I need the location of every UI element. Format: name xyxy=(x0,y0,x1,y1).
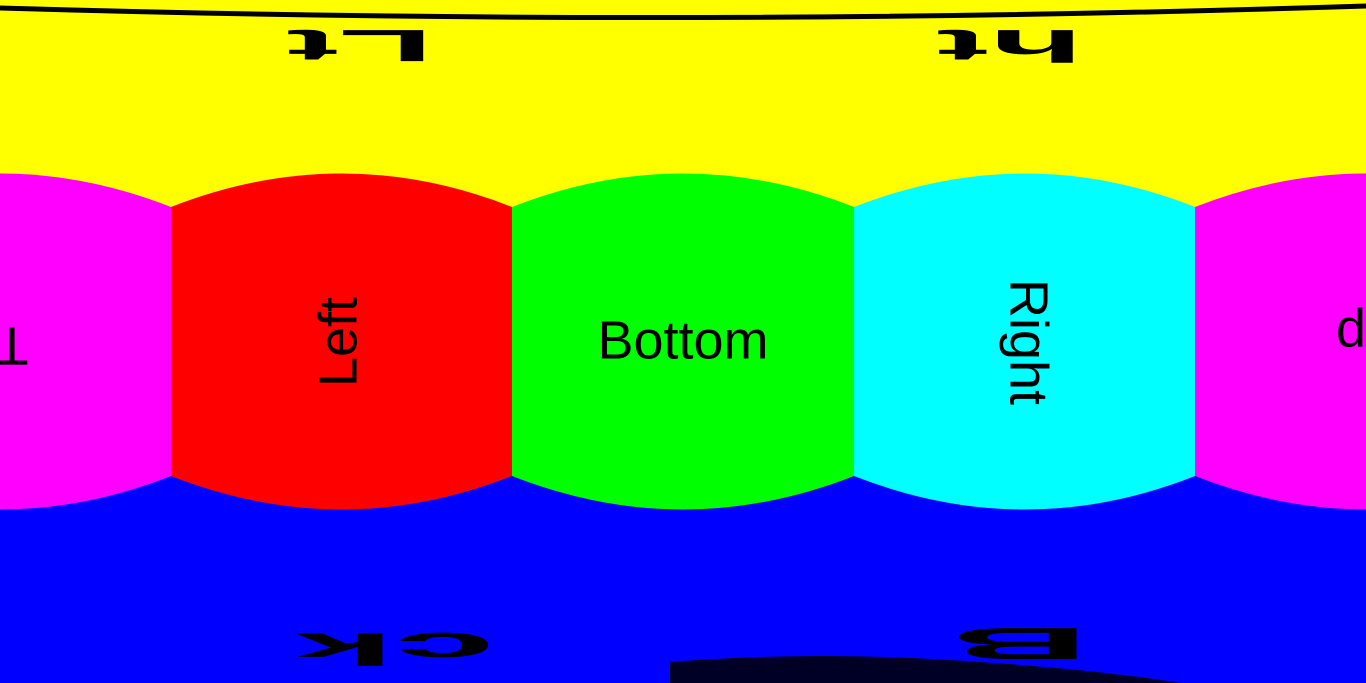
top-edge-line xyxy=(0,3,1366,21)
bottom-edge-shadow xyxy=(670,656,1180,683)
wrap-label-left: To xyxy=(0,316,29,376)
wrap-label-right: do xyxy=(1336,298,1366,358)
bottom-distorted-text-right: B xyxy=(951,618,1090,668)
bottom-face xyxy=(512,173,854,510)
left-face-label: Left xyxy=(308,297,368,387)
top-distorted-text-left: Lt xyxy=(286,20,433,70)
bottom-face-label: Bottom xyxy=(597,310,768,370)
top-distorted-text-right: ht xyxy=(936,20,1083,70)
left-face xyxy=(171,173,512,510)
bottom-distorted-text-left: ck xyxy=(293,624,495,674)
wrap-face-right xyxy=(1195,173,1366,510)
right-face xyxy=(854,173,1195,510)
right-face-label: Right xyxy=(999,279,1059,405)
wrap-face-left xyxy=(0,173,171,510)
